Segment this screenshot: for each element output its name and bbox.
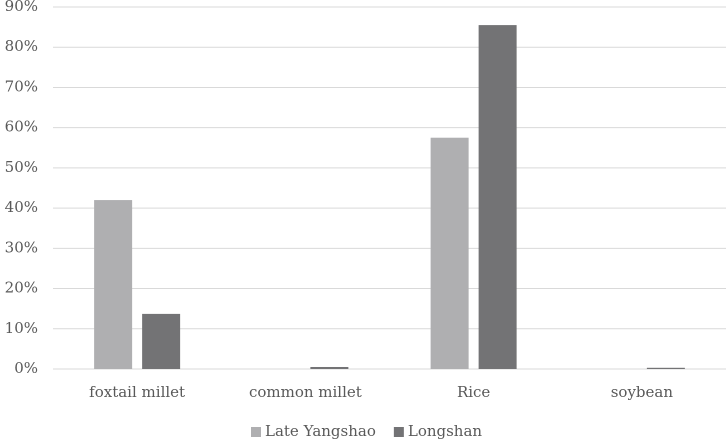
x-tick-label: common millet	[249, 383, 362, 401]
y-tick-label: 30%	[5, 238, 38, 256]
legend-swatch	[251, 427, 261, 437]
y-tick-label: 50%	[5, 158, 38, 176]
legend-label: Late Yangshao	[265, 422, 376, 440]
y-tick-label: 80%	[5, 37, 38, 55]
bar	[142, 313, 181, 369]
x-tick-label: soybean	[611, 383, 674, 401]
x-tick-label: Rice	[457, 383, 490, 401]
x-tick-label: foxtail millet	[89, 383, 185, 401]
y-tick-label: 90%	[5, 0, 38, 15]
bar	[430, 137, 469, 369]
y-tick-label: 10%	[5, 319, 38, 337]
y-tick-label: 70%	[5, 77, 38, 95]
bar	[94, 200, 133, 369]
y-tick-label: 40%	[5, 198, 38, 216]
legend-label: Longshan	[408, 422, 483, 440]
bar	[478, 25, 517, 369]
y-tick-label: 60%	[5, 118, 38, 136]
bar	[310, 366, 349, 369]
legend-swatch	[393, 427, 404, 437]
bar	[646, 367, 685, 369]
y-tick-label: 0%	[14, 359, 38, 377]
y-tick-label: 20%	[5, 279, 38, 297]
